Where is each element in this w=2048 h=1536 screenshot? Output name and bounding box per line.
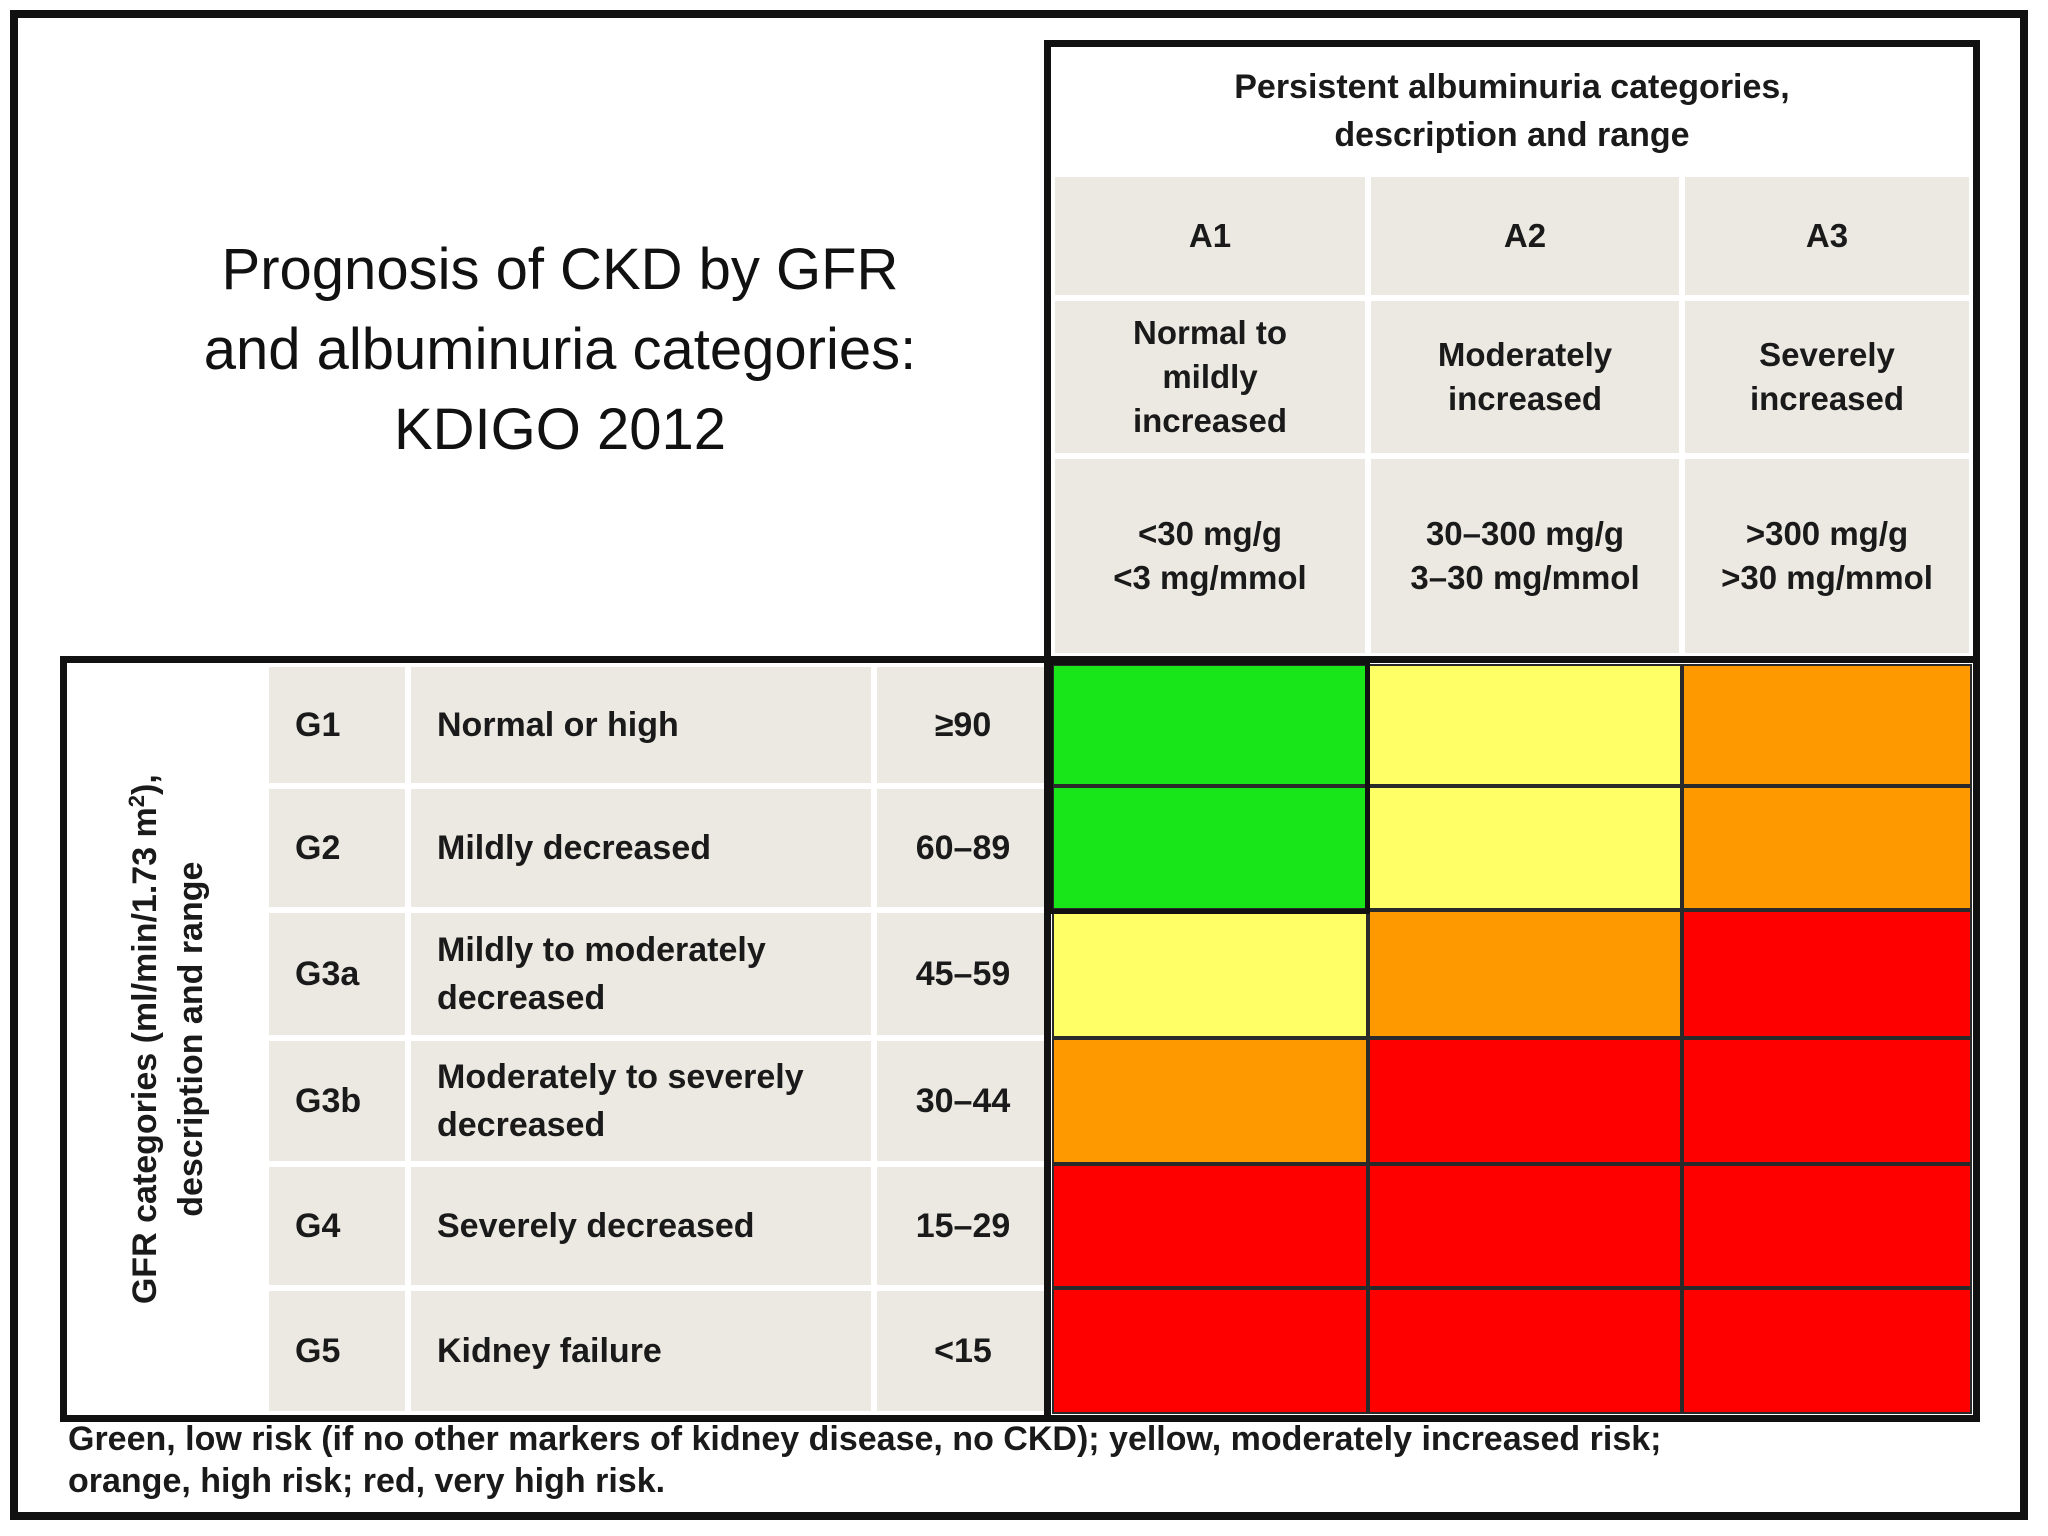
risk-cell-g4-a3 (1682, 1164, 1972, 1288)
footnote-line-2: orange, high risk; red, very high risk. (68, 1460, 2008, 1502)
albuminuria-range-line: >300 mg/g (1746, 512, 1908, 556)
gfr-description-g3b: Moderately to severely decreased (408, 1038, 874, 1164)
gfr-code-g2: G2 (266, 786, 408, 910)
albuminuria-description-line: increased (1133, 399, 1287, 443)
albuminuria-code-a3: A3 (1682, 174, 1972, 298)
gfr-code-g1: G1 (266, 664, 408, 786)
gfr-description-g4: Severely decreased (408, 1164, 874, 1288)
albuminuria-description-line: increased (1448, 377, 1602, 421)
albuminuria-range-a2: 30–300 mg/g 3–30 mg/mmol (1368, 456, 1682, 656)
title-line-3: KDIGO 2012 (110, 390, 1010, 470)
risk-cell-g3b-a1 (1052, 1038, 1368, 1164)
albuminuria-description-line: Severely (1759, 333, 1895, 377)
risk-cell-g4-a1 (1052, 1164, 1368, 1288)
risk-cell-g5-a3 (1682, 1288, 1972, 1414)
albuminuria-heading-line-1: Persistent albuminuria categories, (1234, 63, 1790, 111)
gfr-axis-label: GFR categories (ml/min/1.73 m2), descrip… (64, 664, 264, 1414)
risk-cell-g1-a2 (1368, 664, 1682, 786)
gfr-range-g1: ≥90 (874, 664, 1052, 786)
albuminuria-code-a2: A2 (1368, 174, 1682, 298)
gfr-description-g3a: Mildly to moderately decreased (408, 910, 874, 1038)
risk-cell-g3a-a2 (1368, 910, 1682, 1038)
gfr-code-g5: G5 (266, 1288, 408, 1414)
albuminuria-range-line: 30–300 mg/g (1426, 512, 1624, 556)
albuminuria-description-a3: Severely increased (1682, 298, 1972, 456)
gfr-axis-label-line-2: description and range (168, 774, 214, 1304)
albuminuria-heading: Persistent albuminuria categories, descr… (1052, 48, 1972, 174)
risk-legend-footnote: Green, low risk (if no other markers of … (68, 1418, 2008, 1502)
albuminuria-description-line: increased (1750, 377, 1904, 421)
albuminuria-description-line: mildly (1162, 355, 1257, 399)
footnote-line-1: Green, low risk (if no other markers of … (68, 1418, 2008, 1460)
title-line-1: Prognosis of CKD by GFR (110, 230, 1010, 310)
gfr-axis-label-line-1: GFR categories (ml/min/1.73 m2), (114, 774, 168, 1304)
albuminuria-description-line: Normal to (1133, 311, 1287, 355)
risk-cell-g1-a1 (1052, 664, 1368, 786)
gfr-description-g1: Normal or high (408, 664, 874, 786)
albuminuria-range-a1: <30 mg/g <3 mg/mmol (1052, 456, 1368, 656)
risk-cell-g2-a2 (1368, 786, 1682, 910)
albuminuria-description-a1: Normal to mildly increased (1052, 298, 1368, 456)
page-title: Prognosis of CKD by GFR and albuminuria … (110, 230, 1010, 470)
risk-cell-g3b-a2 (1368, 1038, 1682, 1164)
gfr-range-g4: 15–29 (874, 1164, 1052, 1288)
albuminuria-range-line: 3–30 mg/mmol (1410, 556, 1639, 600)
risk-cell-g3a-a1 (1052, 910, 1368, 1038)
risk-cell-g2-a3 (1682, 786, 1972, 910)
risk-cell-g5-a1 (1052, 1288, 1368, 1414)
risk-cell-g3a-a3 (1682, 910, 1972, 1038)
risk-cell-g1-a3 (1682, 664, 1972, 786)
gfr-range-g5: <15 (874, 1288, 1052, 1414)
albuminuria-range-line: >30 mg/mmol (1721, 556, 1933, 600)
albuminuria-description-line: Moderately (1438, 333, 1612, 377)
gfr-code-g3b: G3b (266, 1038, 408, 1164)
albuminuria-description-a2: Moderately increased (1368, 298, 1682, 456)
risk-cell-g5-a2 (1368, 1288, 1682, 1414)
gfr-code-g3a: G3a (266, 910, 408, 1038)
gfr-description-g2: Mildly decreased (408, 786, 874, 910)
gfr-range-g3b: 30–44 (874, 1038, 1052, 1164)
gfr-range-g3a: 45–59 (874, 910, 1052, 1038)
albuminuria-code-a1: A1 (1052, 174, 1368, 298)
title-line-2: and albuminuria categories: (110, 310, 1010, 390)
albuminuria-heading-line-2: description and range (1334, 111, 1689, 159)
gfr-description-g5: Kidney failure (408, 1288, 874, 1414)
albuminuria-range-line: <30 mg/g (1138, 512, 1282, 556)
gfr-code-g4: G4 (266, 1164, 408, 1288)
albuminuria-range-a3: >300 mg/g >30 mg/mmol (1682, 456, 1972, 656)
gfr-range-g2: 60–89 (874, 786, 1052, 910)
risk-cell-g2-a1 (1052, 786, 1368, 910)
risk-cell-g4-a2 (1368, 1164, 1682, 1288)
albuminuria-range-line: <3 mg/mmol (1113, 556, 1306, 600)
risk-cell-g3b-a3 (1682, 1038, 1972, 1164)
